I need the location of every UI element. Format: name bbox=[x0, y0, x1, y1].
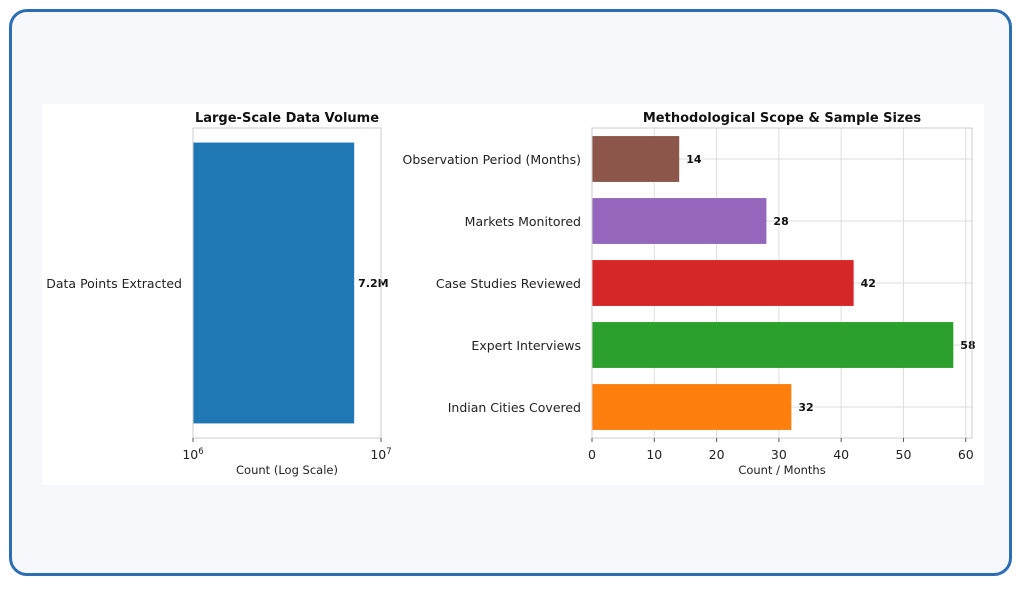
right-x-tick-label: 40 bbox=[833, 447, 849, 462]
left-chart: Large-Scale Data Volume 7.2M Data Points… bbox=[46, 111, 391, 477]
right-category-label: Markets Monitored bbox=[465, 214, 581, 229]
right-bar-data-label: 32 bbox=[798, 401, 813, 414]
right-bar bbox=[592, 198, 767, 244]
right-bar bbox=[592, 384, 792, 430]
right-category-label: Observation Period (Months) bbox=[403, 152, 582, 167]
right-x-tick-label: 50 bbox=[896, 447, 912, 462]
right-category-label: Case Studies Reviewed bbox=[436, 276, 581, 291]
right-x-tick-label: 60 bbox=[958, 447, 974, 462]
right-chart-title: Methodological Scope & Sample Sizes bbox=[643, 111, 921, 126]
right-bar bbox=[592, 136, 680, 182]
left-plot-frame bbox=[192, 127, 382, 439]
right-category-label: Expert Interviews bbox=[471, 338, 581, 353]
right-bar-data-label: 42 bbox=[861, 277, 876, 290]
left-bar-data-label: 7.2M bbox=[358, 277, 388, 290]
right-x-tick-label: 10 bbox=[646, 447, 662, 462]
right-bar bbox=[592, 260, 854, 306]
right-bar bbox=[592, 322, 954, 368]
right-plot-frame bbox=[591, 127, 973, 439]
right-category-label: Indian Cities Covered bbox=[448, 400, 581, 415]
right-x-tick-label: 30 bbox=[771, 447, 787, 462]
left-category-label: Data Points Extracted bbox=[46, 276, 182, 291]
left-bar bbox=[193, 142, 355, 424]
left-x-tick-label: 107 bbox=[370, 447, 391, 462]
right-x-tick-label: 20 bbox=[709, 447, 725, 462]
right-chart: Methodological Scope & Sample Sizes 14 28… bbox=[403, 111, 976, 477]
right-x-tick-label: 0 bbox=[588, 447, 596, 462]
right-x-axis-label: Count / Months bbox=[738, 463, 825, 477]
left-x-axis-label: Count (Log Scale) bbox=[236, 463, 338, 477]
left-x-tick-label: 106 bbox=[182, 447, 203, 462]
right-bar-data-label: 58 bbox=[960, 339, 975, 352]
left-chart-title: Large-Scale Data Volume bbox=[195, 111, 379, 126]
right-bar-data-label: 28 bbox=[773, 215, 788, 228]
right-bar-data-label: 14 bbox=[686, 153, 702, 166]
